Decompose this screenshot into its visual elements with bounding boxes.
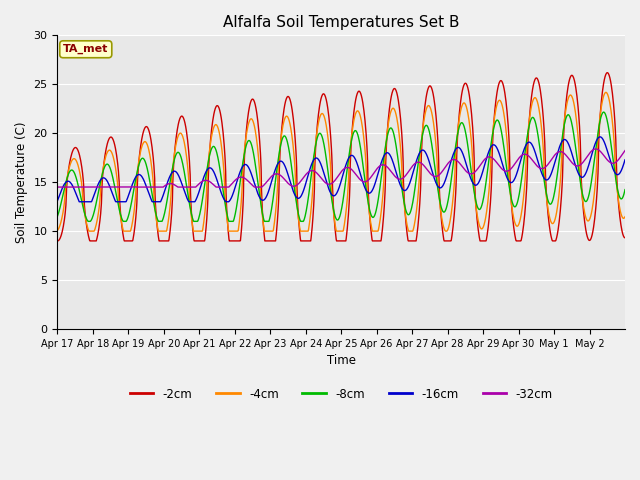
-2cm bbox=[614, 194, 622, 200]
-16cm bbox=[143, 184, 150, 190]
-32cm bbox=[54, 184, 61, 190]
-8cm bbox=[614, 190, 622, 196]
-16cm bbox=[614, 172, 622, 178]
-32cm bbox=[621, 148, 629, 154]
-4cm bbox=[559, 137, 566, 143]
-2cm bbox=[54, 238, 61, 244]
-4cm bbox=[143, 140, 150, 146]
-32cm bbox=[142, 184, 150, 190]
-8cm bbox=[316, 131, 324, 136]
-4cm bbox=[614, 197, 622, 203]
-8cm bbox=[143, 163, 150, 168]
Text: TA_met: TA_met bbox=[63, 44, 108, 54]
-4cm bbox=[85, 228, 93, 234]
X-axis label: Time: Time bbox=[326, 354, 356, 367]
-8cm bbox=[476, 206, 483, 212]
-4cm bbox=[602, 89, 610, 95]
-8cm bbox=[559, 132, 566, 138]
-32cm bbox=[592, 146, 600, 152]
-16cm bbox=[559, 138, 566, 144]
-2cm bbox=[475, 232, 483, 238]
-4cm bbox=[476, 222, 483, 228]
Line: -4cm: -4cm bbox=[58, 92, 625, 231]
Line: -2cm: -2cm bbox=[58, 72, 625, 241]
Line: -8cm: -8cm bbox=[58, 112, 625, 221]
Title: Alfalfa Soil Temperatures Set B: Alfalfa Soil Temperatures Set B bbox=[223, 15, 460, 30]
Line: -32cm: -32cm bbox=[58, 149, 625, 187]
-8cm bbox=[327, 189, 335, 195]
-32cm bbox=[326, 181, 334, 187]
-16cm bbox=[54, 198, 61, 204]
-2cm bbox=[621, 235, 629, 240]
-4cm bbox=[316, 114, 324, 120]
-2cm bbox=[558, 182, 566, 188]
-2cm bbox=[604, 70, 611, 75]
-8cm bbox=[600, 109, 607, 115]
-32cm bbox=[316, 173, 323, 179]
-4cm bbox=[54, 228, 61, 233]
-16cm bbox=[316, 159, 324, 165]
-8cm bbox=[84, 218, 92, 224]
Y-axis label: Soil Temperature (C): Soil Temperature (C) bbox=[15, 121, 28, 243]
-4cm bbox=[621, 214, 629, 220]
-16cm bbox=[476, 179, 483, 184]
-32cm bbox=[475, 164, 483, 170]
-32cm bbox=[614, 157, 622, 163]
-2cm bbox=[142, 124, 150, 130]
-2cm bbox=[316, 103, 323, 109]
-16cm bbox=[621, 157, 629, 163]
-16cm bbox=[596, 134, 604, 140]
Legend: -2cm, -4cm, -8cm, -16cm, -32cm: -2cm, -4cm, -8cm, -16cm, -32cm bbox=[125, 383, 557, 405]
-8cm bbox=[621, 187, 629, 192]
Line: -16cm: -16cm bbox=[58, 137, 625, 202]
-4cm bbox=[327, 166, 335, 172]
-8cm bbox=[54, 214, 61, 219]
-32cm bbox=[558, 149, 566, 155]
-2cm bbox=[326, 129, 334, 135]
-16cm bbox=[76, 199, 83, 204]
-16cm bbox=[327, 190, 335, 196]
